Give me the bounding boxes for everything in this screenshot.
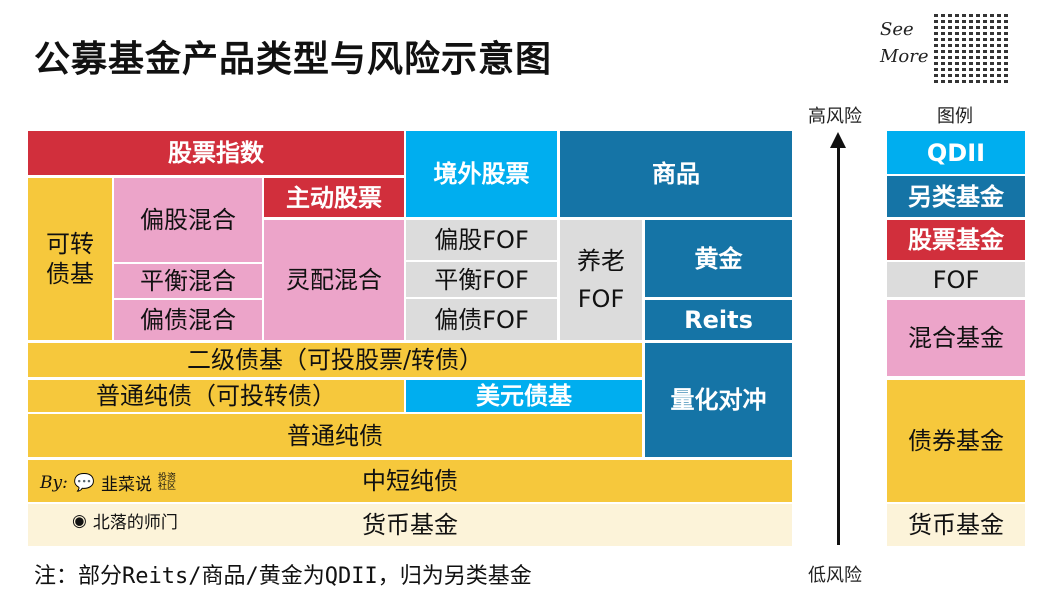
block-short-bond: 中短纯债	[28, 460, 792, 502]
block-reits: Reits	[645, 300, 792, 340]
page-title: 公募基金产品类型与风险示意图	[34, 39, 553, 80]
weibo-icon: ◉	[72, 510, 87, 531]
low-risk-label: 低风险	[808, 565, 862, 586]
block-balanced-mixed: 平衡混合	[114, 264, 262, 298]
legend-qdii: QDII	[887, 131, 1025, 174]
risk-axis-line	[837, 140, 840, 545]
see-more-label: See More	[880, 19, 929, 67]
block-overseas-stock: 境外股票	[406, 131, 557, 217]
high-risk-label: 高风险	[808, 106, 862, 127]
block-stock-index: 股票指数	[28, 131, 404, 175]
block-money: 货币基金	[28, 504, 792, 546]
legend-bond: 债券基金	[887, 380, 1025, 502]
legend-title: 图例	[937, 106, 973, 127]
block-gold: 黄金	[645, 220, 792, 297]
legend-money: 货币基金	[887, 504, 1025, 546]
block-usd-bond: 美元债基	[406, 380, 642, 412]
block-equity-fof: 偏股FOF	[406, 220, 557, 260]
by-label: By:	[40, 472, 68, 493]
footnote: 注：部分Reits/商品/黄金为QDII，归为另类基金	[34, 564, 532, 589]
block-active-stock: 主动股票	[264, 178, 404, 217]
block-bond-fof: 偏债FOF	[406, 299, 557, 340]
block-pension-fof: 养老FOF	[560, 220, 642, 340]
wechat-icon: 💬	[73, 472, 95, 493]
legend-alternative: 另类基金	[887, 176, 1025, 217]
block-pure-bond-conv: 普通纯债（可投转债）	[28, 380, 404, 412]
qr-code-icon	[934, 12, 1008, 86]
watermark-weibo: ◉ 北落的师门	[72, 508, 178, 534]
block-bond-mixed: 偏债混合	[114, 300, 262, 340]
block-commodity: 商品	[560, 131, 792, 217]
block-pure-bond: 普通纯债	[28, 414, 642, 457]
block-convertible: 可转债基	[28, 178, 112, 340]
block-equity-mixed: 偏股混合	[114, 178, 262, 262]
wechat-name: 韭菜说	[101, 475, 152, 495]
block-secondary-bond: 二级债基（可投股票/转债）	[28, 343, 642, 377]
legend-fof: FOF	[887, 262, 1025, 297]
watermark-wechat: By: 💬 韭菜说 投资社区	[40, 470, 178, 496]
wechat-tag: 投资社区	[158, 472, 177, 492]
block-quant-hedge: 量化对冲	[645, 343, 792, 457]
legend-stock: 股票基金	[887, 220, 1025, 260]
block-balanced-fof: 平衡FOF	[406, 262, 557, 297]
legend-mixed: 混合基金	[887, 300, 1025, 376]
block-flexible-mixed: 灵配混合	[264, 220, 404, 340]
weibo-name: 北落的师门	[92, 513, 178, 533]
